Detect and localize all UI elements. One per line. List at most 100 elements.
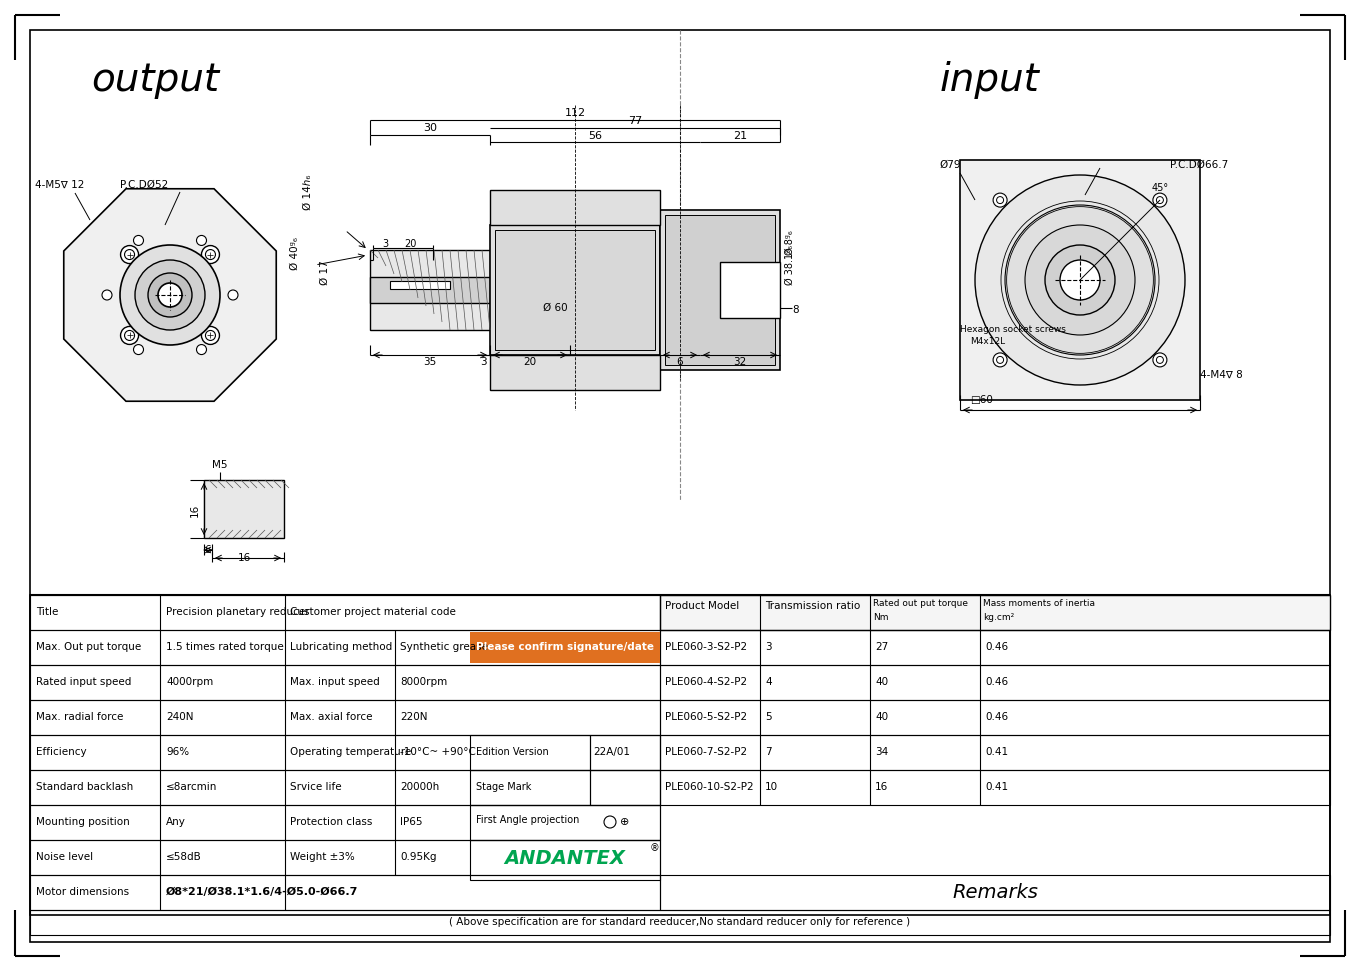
- Text: Precision planetary reducer: Precision planetary reducer: [166, 607, 310, 617]
- Text: Ø 60: Ø 60: [543, 303, 567, 313]
- Text: Nm: Nm: [873, 613, 888, 621]
- Text: Mounting position: Mounting position: [35, 817, 129, 827]
- Text: 1.5 times rated torque: 1.5 times rated torque: [166, 642, 284, 652]
- Text: 6: 6: [677, 357, 683, 367]
- Text: Hexagon socket screws: Hexagon socket screws: [960, 325, 1066, 334]
- Text: 3: 3: [382, 239, 388, 249]
- Text: ®: ®: [650, 843, 660, 853]
- Circle shape: [121, 326, 139, 345]
- Text: Max. radial force: Max. radial force: [35, 712, 124, 722]
- Bar: [30, 805, 660, 840]
- Text: ( Above specification are for standard reeducer,No standard reducer only for ref: ( Above specification are for standard r…: [449, 917, 911, 927]
- Circle shape: [196, 345, 207, 354]
- Circle shape: [201, 246, 219, 263]
- Bar: [660, 595, 1330, 630]
- Text: 4000rpm: 4000rpm: [166, 677, 214, 687]
- Circle shape: [993, 352, 1008, 367]
- Text: 0.95Kg: 0.95Kg: [400, 852, 437, 862]
- Text: Noise level: Noise level: [35, 852, 92, 862]
- Text: Customer project material code: Customer project material code: [290, 607, 456, 617]
- Text: Ø 17: Ø 17: [320, 260, 330, 285]
- Bar: [30, 735, 660, 770]
- Text: Max. input speed: Max. input speed: [290, 677, 379, 687]
- Text: 32: 32: [733, 357, 747, 367]
- Text: Motor dimensions: Motor dimensions: [35, 887, 129, 897]
- Bar: [495, 230, 656, 350]
- Bar: [30, 595, 660, 630]
- Bar: [660, 700, 1330, 735]
- Text: 16: 16: [874, 782, 888, 792]
- Bar: [660, 875, 1330, 910]
- Text: PLE060-3-S2-P2: PLE060-3-S2-P2: [665, 642, 747, 652]
- Text: Ø8*21/Ø38.1*1.6/4-Ø5.0-Ø66.7: Ø8*21/Ø38.1*1.6/4-Ø5.0-Ø66.7: [166, 887, 359, 897]
- Text: ≤58dB: ≤58dB: [166, 852, 201, 862]
- Text: 240N: 240N: [166, 712, 193, 722]
- Circle shape: [148, 273, 192, 317]
- Text: Protection class: Protection class: [290, 817, 373, 827]
- Text: Any: Any: [166, 817, 186, 827]
- Text: 96%: 96%: [166, 747, 189, 757]
- Text: 27: 27: [874, 642, 888, 652]
- Text: Standard backlash: Standard backlash: [35, 782, 133, 792]
- Text: 4-M4∇ 8: 4-M4∇ 8: [1200, 370, 1243, 380]
- Text: ≤8arcmin: ≤8arcmin: [166, 782, 218, 792]
- Bar: [30, 910, 1330, 935]
- Text: 34: 34: [874, 747, 888, 757]
- Text: Title: Title: [35, 607, 58, 617]
- Bar: [490, 225, 660, 355]
- Text: input: input: [940, 61, 1040, 99]
- Text: Efficiency: Efficiency: [35, 747, 87, 757]
- Text: Stage Mark: Stage Mark: [476, 782, 532, 792]
- Text: Product Model: Product Model: [665, 601, 740, 611]
- Text: 112: 112: [564, 108, 586, 118]
- Text: Ø 40ᵍ₆: Ø 40ᵍ₆: [290, 237, 301, 270]
- Text: 35: 35: [423, 357, 437, 367]
- Text: First Angle projection: First Angle projection: [476, 815, 579, 825]
- Polygon shape: [64, 188, 276, 401]
- Bar: [490, 355, 660, 390]
- Text: Ø 8ᵍ₆: Ø 8ᵍ₆: [785, 230, 796, 255]
- Bar: [960, 160, 1200, 400]
- Text: PLE060-7-S2-P2: PLE060-7-S2-P2: [665, 747, 747, 757]
- Text: Remarks: Remarks: [952, 883, 1038, 901]
- Circle shape: [121, 246, 139, 263]
- Text: Please confirm signature/date: Please confirm signature/date: [476, 642, 654, 652]
- Text: PLE060-10-S2-P2: PLE060-10-S2-P2: [665, 782, 753, 792]
- Bar: [471, 735, 590, 770]
- Bar: [719, 262, 781, 318]
- Text: 22A/01: 22A/01: [593, 747, 630, 757]
- Text: 8: 8: [792, 305, 798, 315]
- Bar: [471, 840, 660, 880]
- Text: ⊕: ⊕: [620, 817, 630, 827]
- Bar: [370, 277, 490, 303]
- Text: 10: 10: [764, 782, 778, 792]
- Text: Max. Out put torque: Max. Out put torque: [35, 642, 141, 652]
- Circle shape: [1025, 225, 1136, 335]
- Circle shape: [196, 235, 207, 246]
- Text: Operating temperature: Operating temperature: [290, 747, 411, 757]
- Bar: [490, 190, 660, 225]
- Circle shape: [120, 245, 220, 345]
- Text: 3: 3: [480, 357, 487, 367]
- Text: 56: 56: [588, 131, 602, 141]
- Text: Lubricating method: Lubricating method: [290, 642, 392, 652]
- Text: Transmission ratio: Transmission ratio: [764, 601, 861, 611]
- Circle shape: [1153, 193, 1167, 207]
- Text: 8000rpm: 8000rpm: [400, 677, 447, 687]
- Text: 6: 6: [205, 545, 211, 555]
- Text: 16: 16: [190, 503, 200, 517]
- Bar: [660, 630, 1330, 665]
- Bar: [590, 735, 660, 770]
- Text: Mass moments of inertia: Mass moments of inertia: [983, 599, 1095, 609]
- Text: Max. axial force: Max. axial force: [290, 712, 373, 722]
- Bar: [471, 632, 660, 663]
- Text: 0.41: 0.41: [985, 782, 1008, 792]
- Text: Ø 14ℎ₆: Ø 14ℎ₆: [303, 175, 313, 210]
- Bar: [30, 665, 660, 700]
- Text: 40: 40: [874, 712, 888, 722]
- Text: 220N: 220N: [400, 712, 427, 722]
- Text: 3: 3: [764, 642, 771, 652]
- Circle shape: [201, 326, 219, 345]
- Circle shape: [993, 193, 1008, 207]
- Text: IP65: IP65: [400, 817, 423, 827]
